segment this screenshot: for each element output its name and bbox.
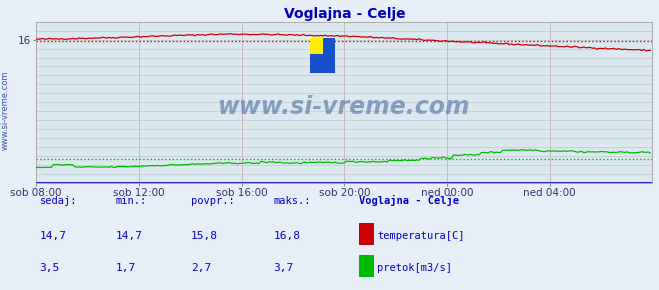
Text: pretok[m3/s]: pretok[m3/s] bbox=[377, 263, 452, 273]
Text: sedaj:: sedaj: bbox=[40, 196, 77, 206]
Text: 14,7: 14,7 bbox=[115, 231, 142, 241]
Text: 2,7: 2,7 bbox=[191, 263, 212, 273]
Text: Voglajna - Celje: Voglajna - Celje bbox=[359, 195, 459, 206]
Text: 3,5: 3,5 bbox=[40, 263, 60, 273]
Text: www.si-vreme.com: www.si-vreme.com bbox=[218, 95, 471, 119]
Text: 15,8: 15,8 bbox=[191, 231, 218, 241]
Text: www.si-vreme.com: www.si-vreme.com bbox=[1, 70, 10, 150]
Text: min.:: min.: bbox=[115, 196, 146, 206]
Title: Voglajna - Celje: Voglajna - Celje bbox=[283, 7, 405, 21]
Text: maks.:: maks.: bbox=[273, 196, 311, 206]
Text: 14,7: 14,7 bbox=[40, 231, 67, 241]
Text: 1,7: 1,7 bbox=[115, 263, 136, 273]
Text: temperatura[C]: temperatura[C] bbox=[377, 231, 465, 241]
Text: 3,7: 3,7 bbox=[273, 263, 294, 273]
Text: povpr.:: povpr.: bbox=[191, 196, 235, 206]
Text: 16,8: 16,8 bbox=[273, 231, 301, 241]
